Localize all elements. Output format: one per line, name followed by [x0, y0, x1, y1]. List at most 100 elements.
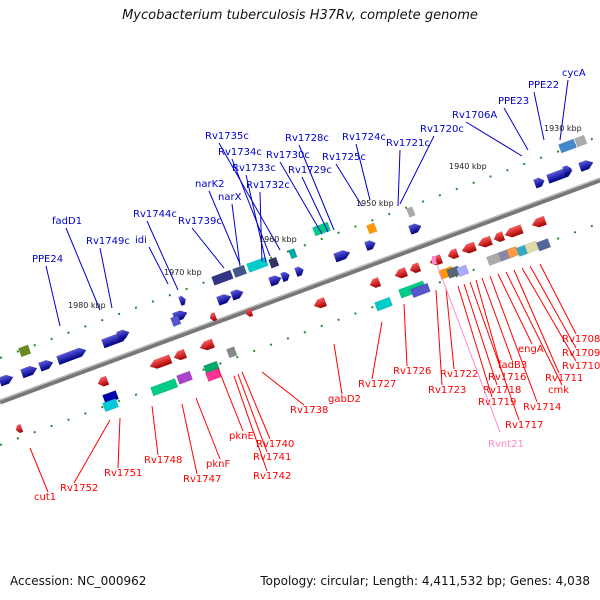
forward-gene	[268, 275, 282, 287]
reverse-gene	[209, 312, 218, 322]
gene-label-gabD2: gabD2	[328, 394, 361, 405]
label-line-narX	[231, 203, 241, 267]
forward-gene	[408, 223, 422, 235]
tick-label-1960: 1960 kbp	[259, 235, 297, 244]
gene-label-Rv1730c: Rv1730c	[266, 150, 310, 161]
tick-label-1970: 1970 kbp	[164, 268, 202, 277]
label-line-Rv1740	[241, 371, 271, 440]
reverse-gene	[447, 248, 460, 260]
reverse-gene	[531, 215, 548, 228]
feature-block	[374, 296, 393, 312]
label-line-fadB3	[481, 277, 513, 361]
forward-gene	[333, 250, 351, 263]
feature-block	[574, 134, 588, 148]
feature-block	[456, 264, 470, 278]
gene-label-Rv1744c: Rv1744c	[133, 209, 177, 220]
label-line-Rv1749c	[99, 247, 113, 309]
gene-label-Rv1718: Rv1718	[483, 385, 521, 396]
gene-label-Rv1716: Rv1716	[488, 372, 526, 383]
forward-gene	[364, 240, 376, 252]
reverse-gene	[369, 277, 382, 289]
feature-block	[18, 344, 32, 358]
map-title: Mycobacterium tuberculosis H37Rv, comple…	[122, 8, 478, 23]
gene-label-Rv1714: Rv1714	[523, 402, 561, 413]
reverse-gene	[461, 241, 478, 254]
forward-gene	[56, 347, 87, 366]
forward-gene	[294, 266, 304, 278]
gene-label-Rv1722: Rv1722	[440, 369, 478, 380]
gene-label-Rv1742: Rv1742	[253, 471, 291, 482]
gene-label-Rv1732c: Rv1732c	[246, 180, 290, 191]
label-line-Rv1720c	[399, 135, 435, 205]
reverse-gene	[97, 375, 110, 387]
label-line-Rv1748	[151, 405, 159, 456]
feature-track	[0, 134, 594, 434]
label-line-Rv1718	[463, 283, 498, 386]
label-line-pknE	[217, 367, 244, 432]
label-line-cmk	[505, 271, 563, 386]
label-line-Rv1734c	[231, 158, 271, 257]
gene-label-Rv1729c: Rv1729c	[288, 165, 332, 176]
gene-label-Rv1752: Rv1752	[60, 483, 98, 494]
label-line-Rv1735c	[218, 142, 281, 251]
reverse-gene	[477, 235, 494, 248]
gene-label-Rv1741: Rv1741	[253, 452, 291, 463]
label-line-Rv1722	[445, 287, 455, 370]
tick-label-1980: 1980 kbp	[68, 301, 106, 310]
label-line-Rv1741	[237, 373, 268, 453]
label-line-pknF	[195, 397, 221, 460]
gene-label-Rv1733c: Rv1733c	[232, 163, 276, 174]
feature-block	[232, 264, 248, 278]
label-line-Rv1724c	[355, 143, 371, 201]
feature-block	[558, 138, 577, 154]
label-line-Rv1730c	[279, 161, 323, 235]
gene-label-engA: engA	[518, 344, 544, 355]
label-line-Rv1733c	[245, 174, 267, 263]
gene-label-idi: idi	[135, 235, 147, 246]
feature-block	[268, 256, 280, 269]
gene-label-Rv1739c: Rv1739c	[178, 216, 222, 227]
feature-block	[366, 222, 378, 235]
gene-label-Rv1738: Rv1738	[290, 405, 328, 416]
gene-label-pknE: pknE	[229, 431, 254, 442]
accession-text: Accession: NC_000962	[10, 574, 147, 588]
label-line-Rv1751	[117, 417, 121, 469]
label-line-Rv1717	[469, 281, 520, 421]
feature-block	[536, 238, 552, 252]
feature-block	[170, 315, 182, 327]
label-line-Rv1716	[475, 279, 503, 373]
label-line-Rv1739c	[191, 227, 225, 269]
label-line-engA	[497, 273, 533, 345]
feature-block	[288, 248, 298, 260]
label-line-cycA	[559, 79, 569, 141]
label-line-Rv1721c	[397, 149, 401, 207]
forward-gene	[38, 359, 54, 372]
label-line-Rv1714	[489, 275, 538, 403]
gene-label-Rv1727: Rv1727	[358, 379, 396, 390]
label-line-PPE24	[45, 265, 61, 327]
forward-gene	[280, 271, 290, 283]
gene-label-cmk: cmk	[548, 385, 569, 396]
label-line-gabD2	[333, 343, 343, 395]
forward-gene	[562, 165, 572, 176]
gene-label-Rv1706A: Rv1706A	[452, 110, 497, 121]
reverse-gene	[504, 224, 524, 238]
label-line-narK2	[208, 190, 241, 265]
label-line-cut1	[29, 447, 49, 493]
feature-block	[226, 346, 238, 359]
gene-label-Rv1720c: Rv1720c	[420, 124, 464, 135]
gene-label-Rv1723: Rv1723	[428, 385, 466, 396]
gene-label-narK2: narK2	[195, 179, 225, 190]
gene-label-pknF: pknF	[206, 459, 230, 470]
gene-label-PPE23: PPE23	[498, 96, 529, 107]
gene-label-Rv1708: Rv1708	[562, 334, 600, 345]
label-line-Rv1711	[513, 269, 560, 374]
label-line-Rvnt21	[435, 261, 501, 433]
reverse-gene	[313, 297, 328, 309]
gene-label-Rv1725c: Rv1725c	[322, 152, 366, 163]
label-line-Rv1747	[181, 403, 198, 475]
gene-label-fadD1: fadD1	[52, 216, 82, 227]
gene-label-cut1: cut1	[34, 492, 56, 503]
reverse-gene	[199, 338, 216, 351]
